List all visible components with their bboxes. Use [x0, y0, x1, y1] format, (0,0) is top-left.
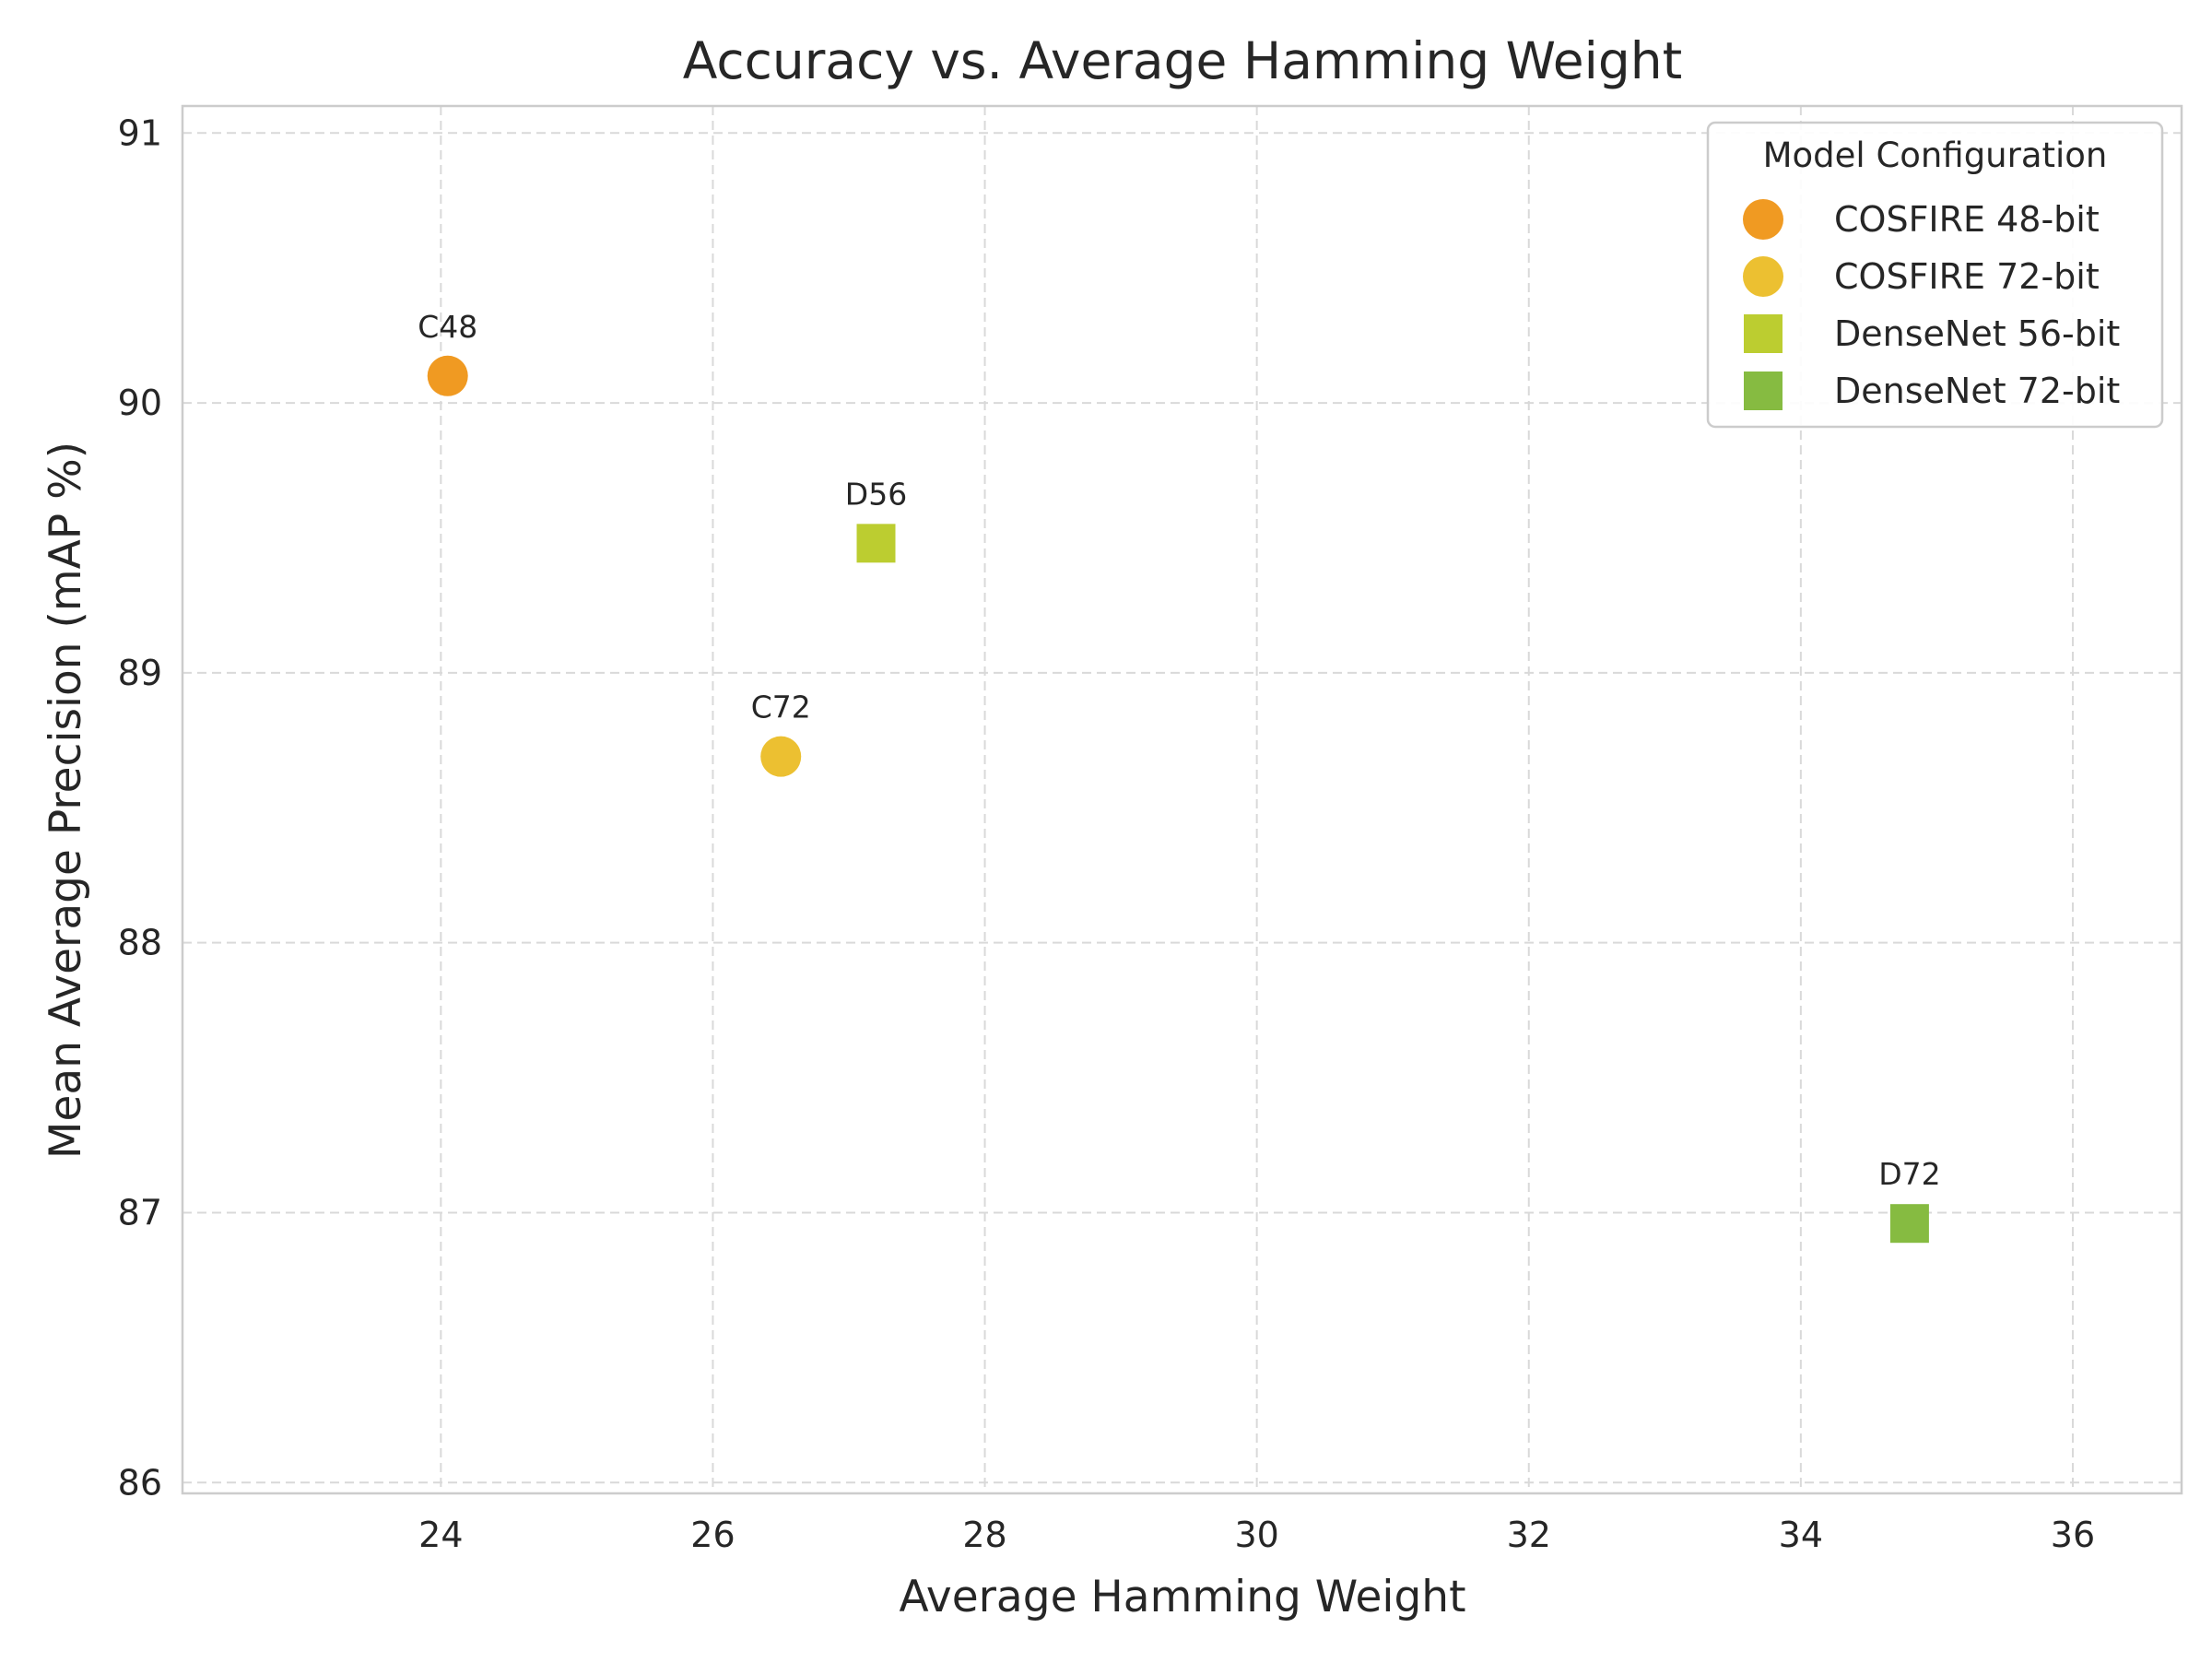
- x-tick-label: 34: [1779, 1515, 1823, 1555]
- data-label-d56: D56: [845, 476, 907, 512]
- legend: Model Configuration COSFIRE 48-bit COSFIRE…: [1706, 121, 2164, 429]
- legend-marker-c72: [1743, 256, 1783, 297]
- y-axis-label: Mean Average Precision (mAP %): [41, 442, 91, 1159]
- data-label-d72: D72: [1878, 1156, 1940, 1192]
- grid-lines: [182, 106, 2182, 1493]
- y-tick-label: 86: [118, 1462, 162, 1503]
- x-tick-label: 26: [690, 1515, 735, 1555]
- data-point-d72: [1889, 1204, 1929, 1244]
- data-point-d56: [856, 524, 896, 563]
- data-label-c72: C72: [751, 690, 811, 725]
- y-tick-label: 90: [118, 383, 162, 423]
- data-points: C48 C72 D56 D72: [418, 309, 1941, 1244]
- legend-marker-d56: [1744, 314, 1783, 353]
- x-tick-label: 28: [962, 1515, 1006, 1555]
- x-tick-label: 36: [2051, 1515, 2095, 1555]
- plot-area-frame: [181, 104, 2183, 1495]
- legend-label-c48: COSFIRE 48-bit: [1834, 199, 2100, 240]
- x-tick-label: 24: [418, 1515, 463, 1555]
- x-tick-label: 32: [1507, 1515, 1551, 1555]
- legend-marker-d72: [1744, 372, 1783, 410]
- legend-label-d56: DenseNet 56-bit: [1834, 313, 2120, 354]
- chart-title: Accuracy vs. Average Hamming Weight: [683, 31, 1682, 90]
- legend-marker-c48: [1743, 199, 1783, 240]
- legend-label-d72: DenseNet 72-bit: [1834, 371, 2120, 411]
- x-tick-label: 30: [1234, 1515, 1278, 1555]
- legend-box: [1706, 121, 2164, 429]
- data-label-c48: C48: [418, 309, 477, 345]
- x-axis-label: Average Hamming Weight: [899, 1572, 1465, 1622]
- legend-label-c72: COSFIRE 72-bit: [1834, 256, 2100, 297]
- legend-title: Model Configuration: [1763, 136, 2108, 175]
- y-tick-label: 87: [118, 1192, 162, 1233]
- y-tick-label: 89: [118, 653, 162, 693]
- data-point-c72: [760, 736, 802, 777]
- data-point-c48: [427, 355, 468, 396]
- y-tick-label: 88: [118, 923, 162, 963]
- y-tick-label: 91: [118, 112, 162, 153]
- axis-ticks: 24 26 28 30 32 34 36 86 87 88 89 90 91: [118, 112, 2095, 1555]
